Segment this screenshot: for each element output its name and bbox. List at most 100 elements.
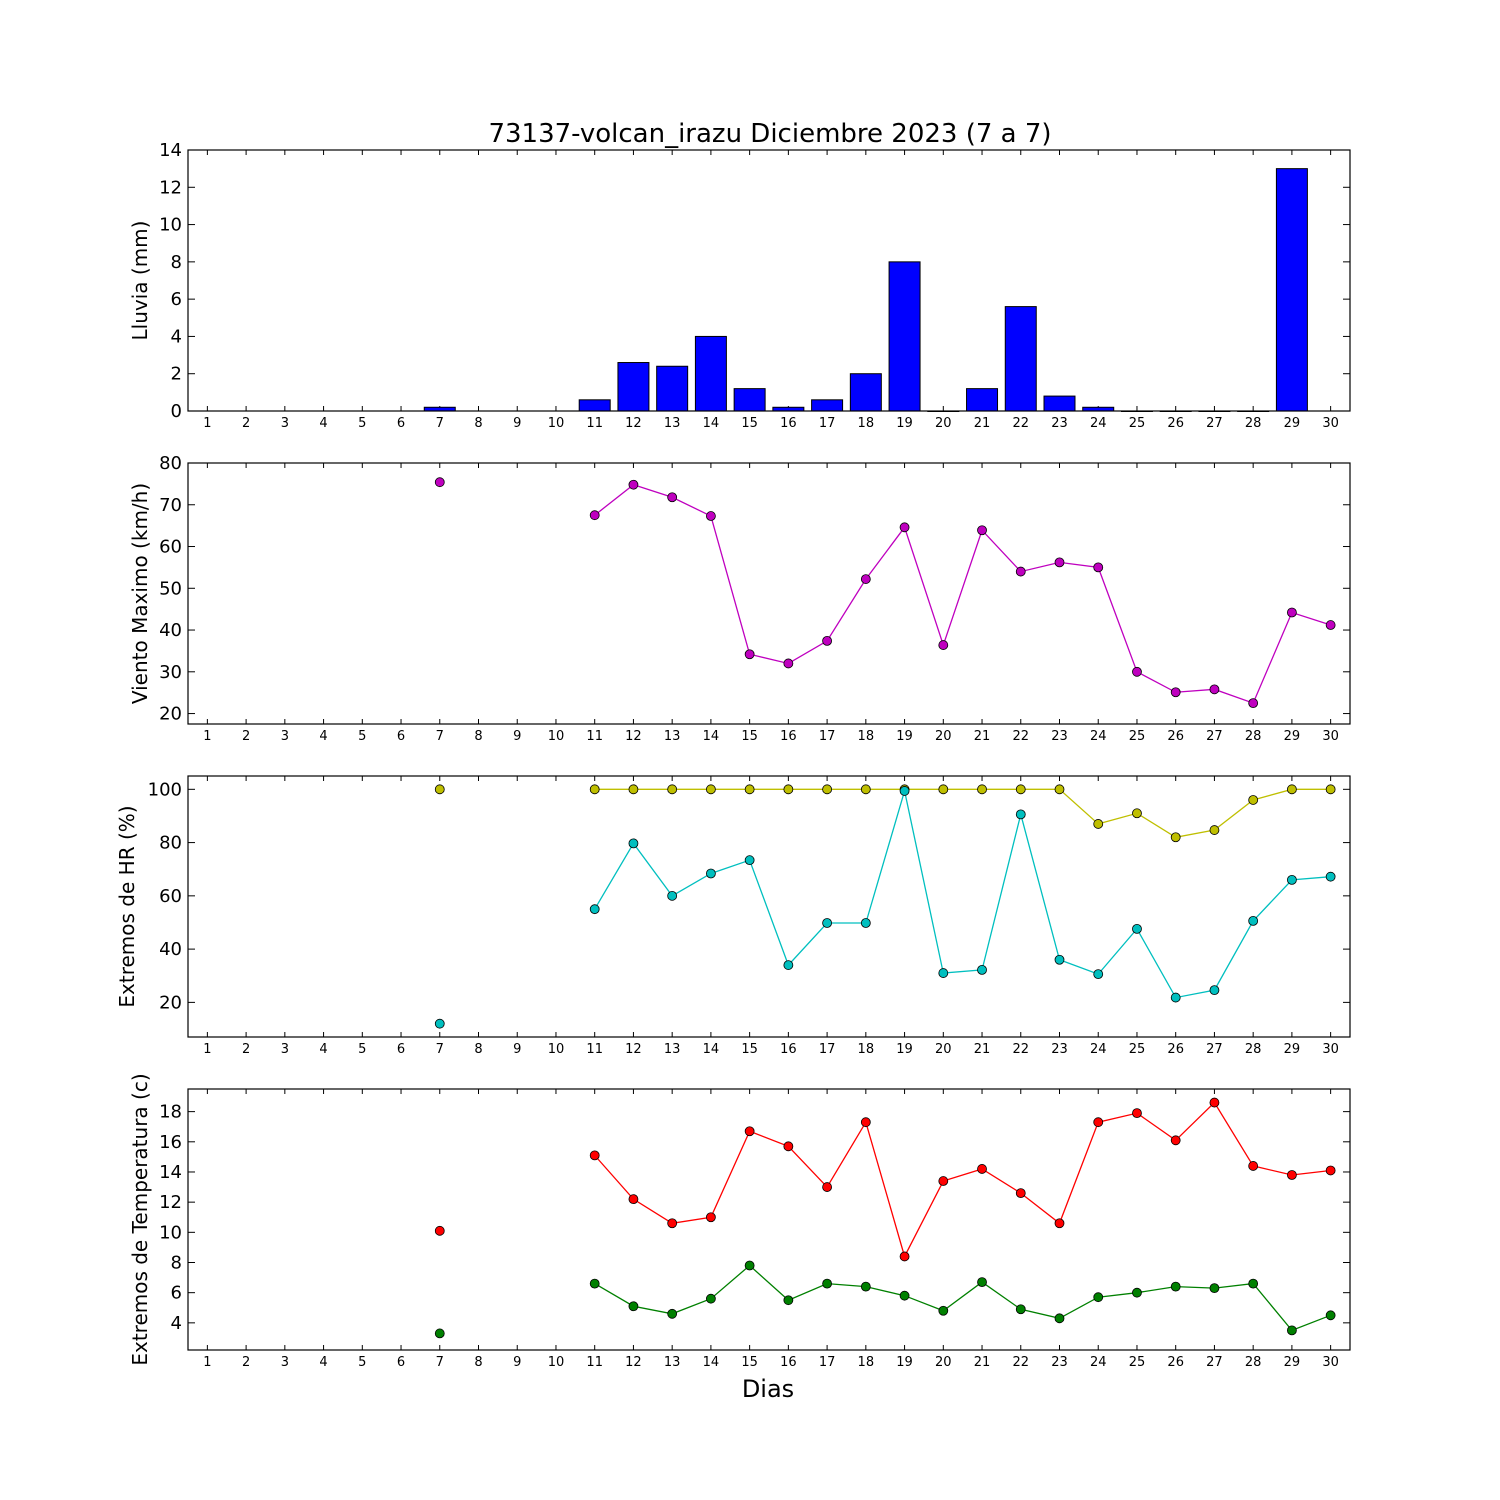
- series-2-point-day-18: [860, 1281, 871, 1292]
- series-2-point-day-23: [1054, 954, 1065, 965]
- x-tick-label: 19: [896, 416, 913, 431]
- x-tick-label: 7: [436, 416, 444, 431]
- series-2-line: [594, 1264, 1331, 1332]
- x-tick-label: 15: [741, 1042, 758, 1057]
- series-2-point-day-12: [628, 1301, 639, 1312]
- x-tick-label: 6: [397, 1355, 405, 1370]
- x-tick-label: 11: [586, 1355, 603, 1370]
- series-1-point-day-13: [667, 1218, 678, 1229]
- y-tick-label: 80: [159, 833, 182, 854]
- x-tick-label: 8: [474, 1355, 482, 1370]
- x-tick-label: 8: [474, 729, 482, 744]
- series-1-point-day-19: [899, 522, 910, 533]
- x-tick-label: 12: [625, 1042, 642, 1057]
- series-1-point-day-22: [1015, 1188, 1026, 1198]
- x-tick-label: 10: [548, 416, 565, 431]
- series-2-point-day-21: [977, 1277, 987, 1288]
- series-2-point-day-13: [667, 890, 678, 901]
- x-tick-label: 29: [1284, 1042, 1301, 1057]
- series-1-point-day-21: [977, 1164, 987, 1174]
- series-2-point-day-28: [1248, 1278, 1259, 1289]
- series-2-point-day-19: [899, 786, 910, 796]
- x-tick-label: 14: [703, 1355, 720, 1370]
- series-1-point-day-7: [434, 784, 445, 795]
- x-tick-label: 19: [896, 729, 913, 744]
- y-tick-label: 4: [171, 1313, 182, 1334]
- y-tick-label: 80: [159, 453, 182, 474]
- bar-day-11: [578, 399, 611, 412]
- x-tick-label: 26: [1167, 1042, 1184, 1057]
- x-tick-label: 29: [1284, 416, 1301, 431]
- bar-day-13: [656, 365, 689, 412]
- y-tick-label: 8: [171, 1252, 182, 1273]
- x-tick-label: 16: [780, 729, 797, 744]
- series-1-point-day-12: [628, 784, 639, 795]
- x-tick-label: 2: [242, 729, 250, 744]
- x-tick-label: 30: [1322, 729, 1339, 744]
- series-2-point-day-19: [899, 1290, 910, 1301]
- bar-day-22: [1004, 306, 1037, 412]
- x-tick-label: 20: [935, 1042, 952, 1057]
- series-1-point-day-26: [1170, 687, 1181, 698]
- x-tick-label: 9: [513, 1355, 521, 1370]
- x-tick-label: 25: [1129, 1355, 1146, 1370]
- x-tick-label: 1: [203, 416, 211, 431]
- x-tick-label: 27: [1206, 1042, 1223, 1057]
- series-2-point-day-18: [860, 918, 871, 928]
- y-tick-label: 10: [159, 215, 182, 236]
- x-tick-label: 16: [780, 1355, 797, 1370]
- x-tick-label: 19: [896, 1042, 913, 1057]
- x-tick-label: 14: [703, 729, 720, 744]
- series-1-point-day-27: [1209, 825, 1220, 835]
- series-1-line: [594, 483, 1331, 704]
- series-1-point-day-18: [860, 574, 871, 584]
- series-2-point-day-15: [744, 1260, 755, 1271]
- series-1-point-day-14: [706, 511, 716, 521]
- x-tick-label: 12: [625, 729, 642, 744]
- x-tick-label: 25: [1129, 1042, 1146, 1057]
- series-2-point-day-27: [1209, 985, 1220, 996]
- series-2-point-day-20: [938, 968, 949, 978]
- x-tick-label: 28: [1245, 1355, 1262, 1370]
- x-tick-label: 22: [1012, 416, 1029, 431]
- x-tick-label: 13: [664, 1042, 681, 1057]
- y-tick-label: 20: [159, 992, 182, 1013]
- x-tick-label: 10: [548, 729, 565, 744]
- series-1-line: [594, 788, 1331, 838]
- series-1-point-day-23: [1054, 784, 1065, 795]
- series-2-point-day-11: [589, 904, 600, 915]
- x-tick-label: 25: [1129, 729, 1146, 744]
- x-tick-label: 24: [1090, 729, 1107, 744]
- series-2-point-day-30: [1325, 1310, 1336, 1321]
- series-1-point-day-18: [860, 784, 871, 795]
- x-tick-label: 5: [358, 1355, 366, 1370]
- bar-day-14: [694, 335, 727, 412]
- series-2-point-day-17: [822, 918, 832, 928]
- x-tick-label: 2: [242, 416, 250, 431]
- x-tick-label: 4: [319, 729, 327, 744]
- x-tick-label: 3: [281, 729, 289, 744]
- series-1-point-day-12: [628, 479, 639, 490]
- y-tick-label: 16: [159, 1132, 182, 1153]
- series-1-point-day-27: [1209, 684, 1220, 695]
- series-2-point-day-30: [1325, 871, 1336, 882]
- x-tick-label: 10: [548, 1042, 565, 1057]
- x-tick-label: 1: [203, 729, 211, 744]
- plot-frame: [187, 462, 1351, 725]
- series-1-point-day-25: [1132, 808, 1142, 819]
- x-tick-label: 27: [1206, 1355, 1223, 1370]
- series-2-point-day-24: [1093, 1292, 1104, 1303]
- series-1-point-day-26: [1170, 832, 1181, 843]
- x-tick-label: 6: [397, 729, 405, 744]
- x-tick-label: 4: [319, 1355, 327, 1370]
- x-tick-label: 8: [474, 1042, 482, 1057]
- series-1-point-day-17: [822, 635, 832, 646]
- x-tick-label: 7: [436, 1355, 444, 1370]
- y-tick-label: 12: [159, 1192, 182, 1213]
- series-1-point-day-30: [1325, 784, 1336, 795]
- series-2-point-day-29: [1287, 1325, 1297, 1336]
- series-2-point-day-26: [1170, 992, 1181, 1003]
- y-tick-label: 6: [171, 289, 182, 310]
